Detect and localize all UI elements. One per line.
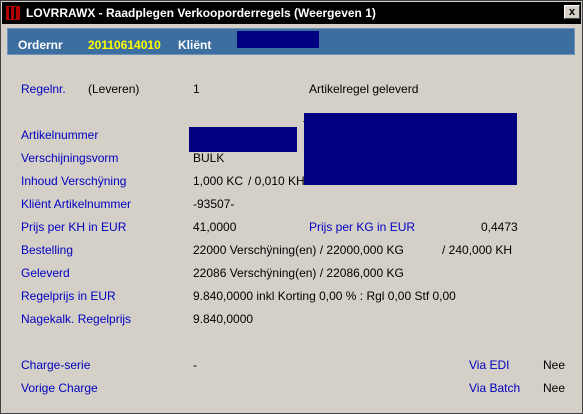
content-value: 1,000 KC xyxy=(193,174,244,188)
via-edi-label: Via EDI xyxy=(469,358,510,372)
price-kh-value: 41,0000 xyxy=(193,220,237,234)
via-edi-value: Nee xyxy=(543,358,566,372)
recalc-price-value: 9.840,0000 xyxy=(193,312,254,326)
delivered-value: 22086 Verschÿning(en) / 22086,000 KG xyxy=(193,266,404,280)
line-number-label: Regelnr. xyxy=(21,82,66,96)
price-kg-label: Prijs per KG in EUR xyxy=(309,220,416,234)
close-button[interactable]: x xyxy=(564,5,580,19)
article-number-redacted xyxy=(189,127,297,152)
order-label: Bestelling xyxy=(21,243,74,257)
redaction-marker xyxy=(303,121,304,122)
order-value: 22000 Verschÿning(en) / 22000,000 KG xyxy=(193,243,404,257)
description-redacted xyxy=(304,113,517,185)
batch-series-value: - xyxy=(193,358,197,372)
batch-series-label: Charge-serie xyxy=(21,358,91,372)
appearance-label: Verschijningsvorm xyxy=(21,151,119,165)
order-header: Ordernr 20110614010 Kliënt xyxy=(7,28,575,55)
appearance-value: BULK xyxy=(193,151,225,165)
via-batch-label: Via Batch xyxy=(469,381,521,395)
content-label: Inhoud Verschÿning xyxy=(21,174,127,188)
price-kg-value: 0,4473 xyxy=(481,220,518,234)
client-label: Kliënt xyxy=(178,38,212,52)
client-article-label: Kliënt Artikelnummer xyxy=(21,197,132,211)
line-status: Artikelregel geleverd xyxy=(309,82,419,96)
line-price-value: 9.840,0000 inkl Korting 0,00 % : Rgl 0,0… xyxy=(193,289,456,303)
previous-batch-label: Vorige Charge xyxy=(21,381,98,395)
line-mode: (Leveren) xyxy=(88,82,140,96)
window-title: LOVRRAWX - Raadplegen Verkooporderregels… xyxy=(26,6,376,20)
client-redacted-block xyxy=(237,31,319,48)
client-article-value: -93507- xyxy=(193,197,235,211)
delivered-label: Geleverd xyxy=(21,266,70,280)
line-number-value: 1 xyxy=(193,82,200,96)
content-value-kh: / 0,010 KH xyxy=(248,174,305,188)
recalc-price-label: Nagekalk. Regelprijs xyxy=(21,312,132,326)
via-batch-value: Nee xyxy=(543,381,566,395)
order-value-kh: / 240,000 KH xyxy=(442,243,513,257)
price-kh-label: Prijs per KH in EUR xyxy=(21,220,127,234)
line-price-label: Regelprijs in EUR xyxy=(21,289,116,303)
article-number-label: Artikelnummer xyxy=(21,128,99,142)
order-number-value: 20110614010 xyxy=(88,38,161,52)
app-icon xyxy=(6,6,20,20)
title-bar: LOVRRAWX - Raadplegen Verkooporderregels… xyxy=(2,2,581,24)
order-number-label: Ordernr xyxy=(18,38,63,52)
